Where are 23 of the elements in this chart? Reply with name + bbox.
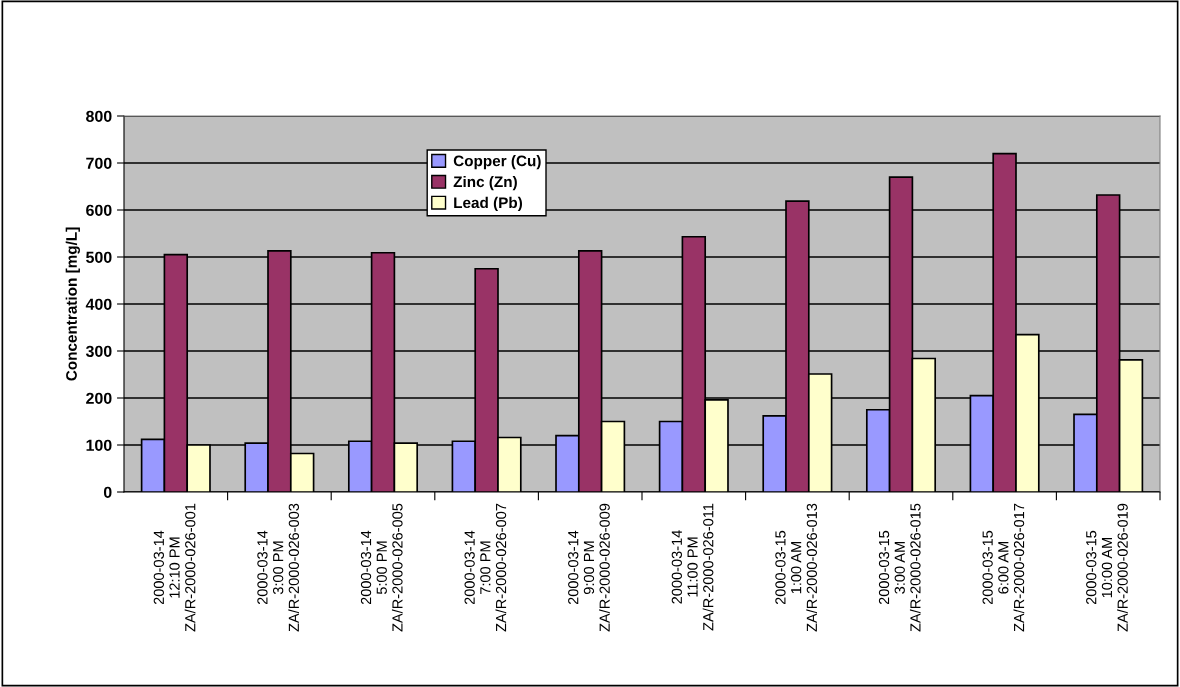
- x-tick-label: 2000-03-15 1:00 AM ZA/R-2000-026-013: [775, 503, 818, 632]
- y-axis-title: Concentration [mg/L]: [65, 227, 80, 381]
- x-tick-label: 2000-03-14 7:00 PM ZA/R-2000-026-007: [464, 503, 507, 632]
- y-tick-label: 400: [85, 298, 112, 310]
- x-tick-label: 2000-03-15 3:00 AM ZA/R-2000-026-015: [878, 503, 921, 632]
- y-tick-label: 300: [85, 345, 112, 357]
- y-tick-label: 700: [86, 157, 112, 169]
- x-tick-label: 2000-03-15 6:00 AM ZA/R-2000-026-017: [982, 503, 1025, 632]
- x-tick-label: 2000-03-14 9:00 PM ZA/R-2000-026-009: [568, 503, 610, 632]
- legend-label: Zinc (Zn): [453, 175, 517, 191]
- y-tick-label: 100: [86, 439, 112, 451]
- x-tick-label: 2000-03-14 5:00 PM ZA/R-2000-026-005: [360, 503, 403, 632]
- y-tick-label: 500: [86, 251, 112, 263]
- y-tick-label: 600: [86, 204, 112, 216]
- x-tick-label: 2000-03-15 10:00 AM ZA/R-2000-026-019: [1086, 503, 1128, 632]
- x-tick-label: 2000-03-14 3:00 PM ZA/R-2000-026-003: [257, 503, 300, 632]
- legend-label: Copper (Cu): [453, 155, 541, 170]
- legend-label: Lead (Pb): [454, 196, 523, 212]
- x-tick-label: 2000-03-14 11:00 PM ZA/R-2000-026-011: [671, 503, 714, 631]
- y-tick-label: 200: [86, 392, 112, 404]
- x-tick-label: 2000-03-14 12:10 PM ZA/R-2000-026-001: [153, 503, 196, 632]
- y-tick-label: 0: [103, 486, 112, 498]
- y-tick-label: 800: [86, 110, 112, 122]
